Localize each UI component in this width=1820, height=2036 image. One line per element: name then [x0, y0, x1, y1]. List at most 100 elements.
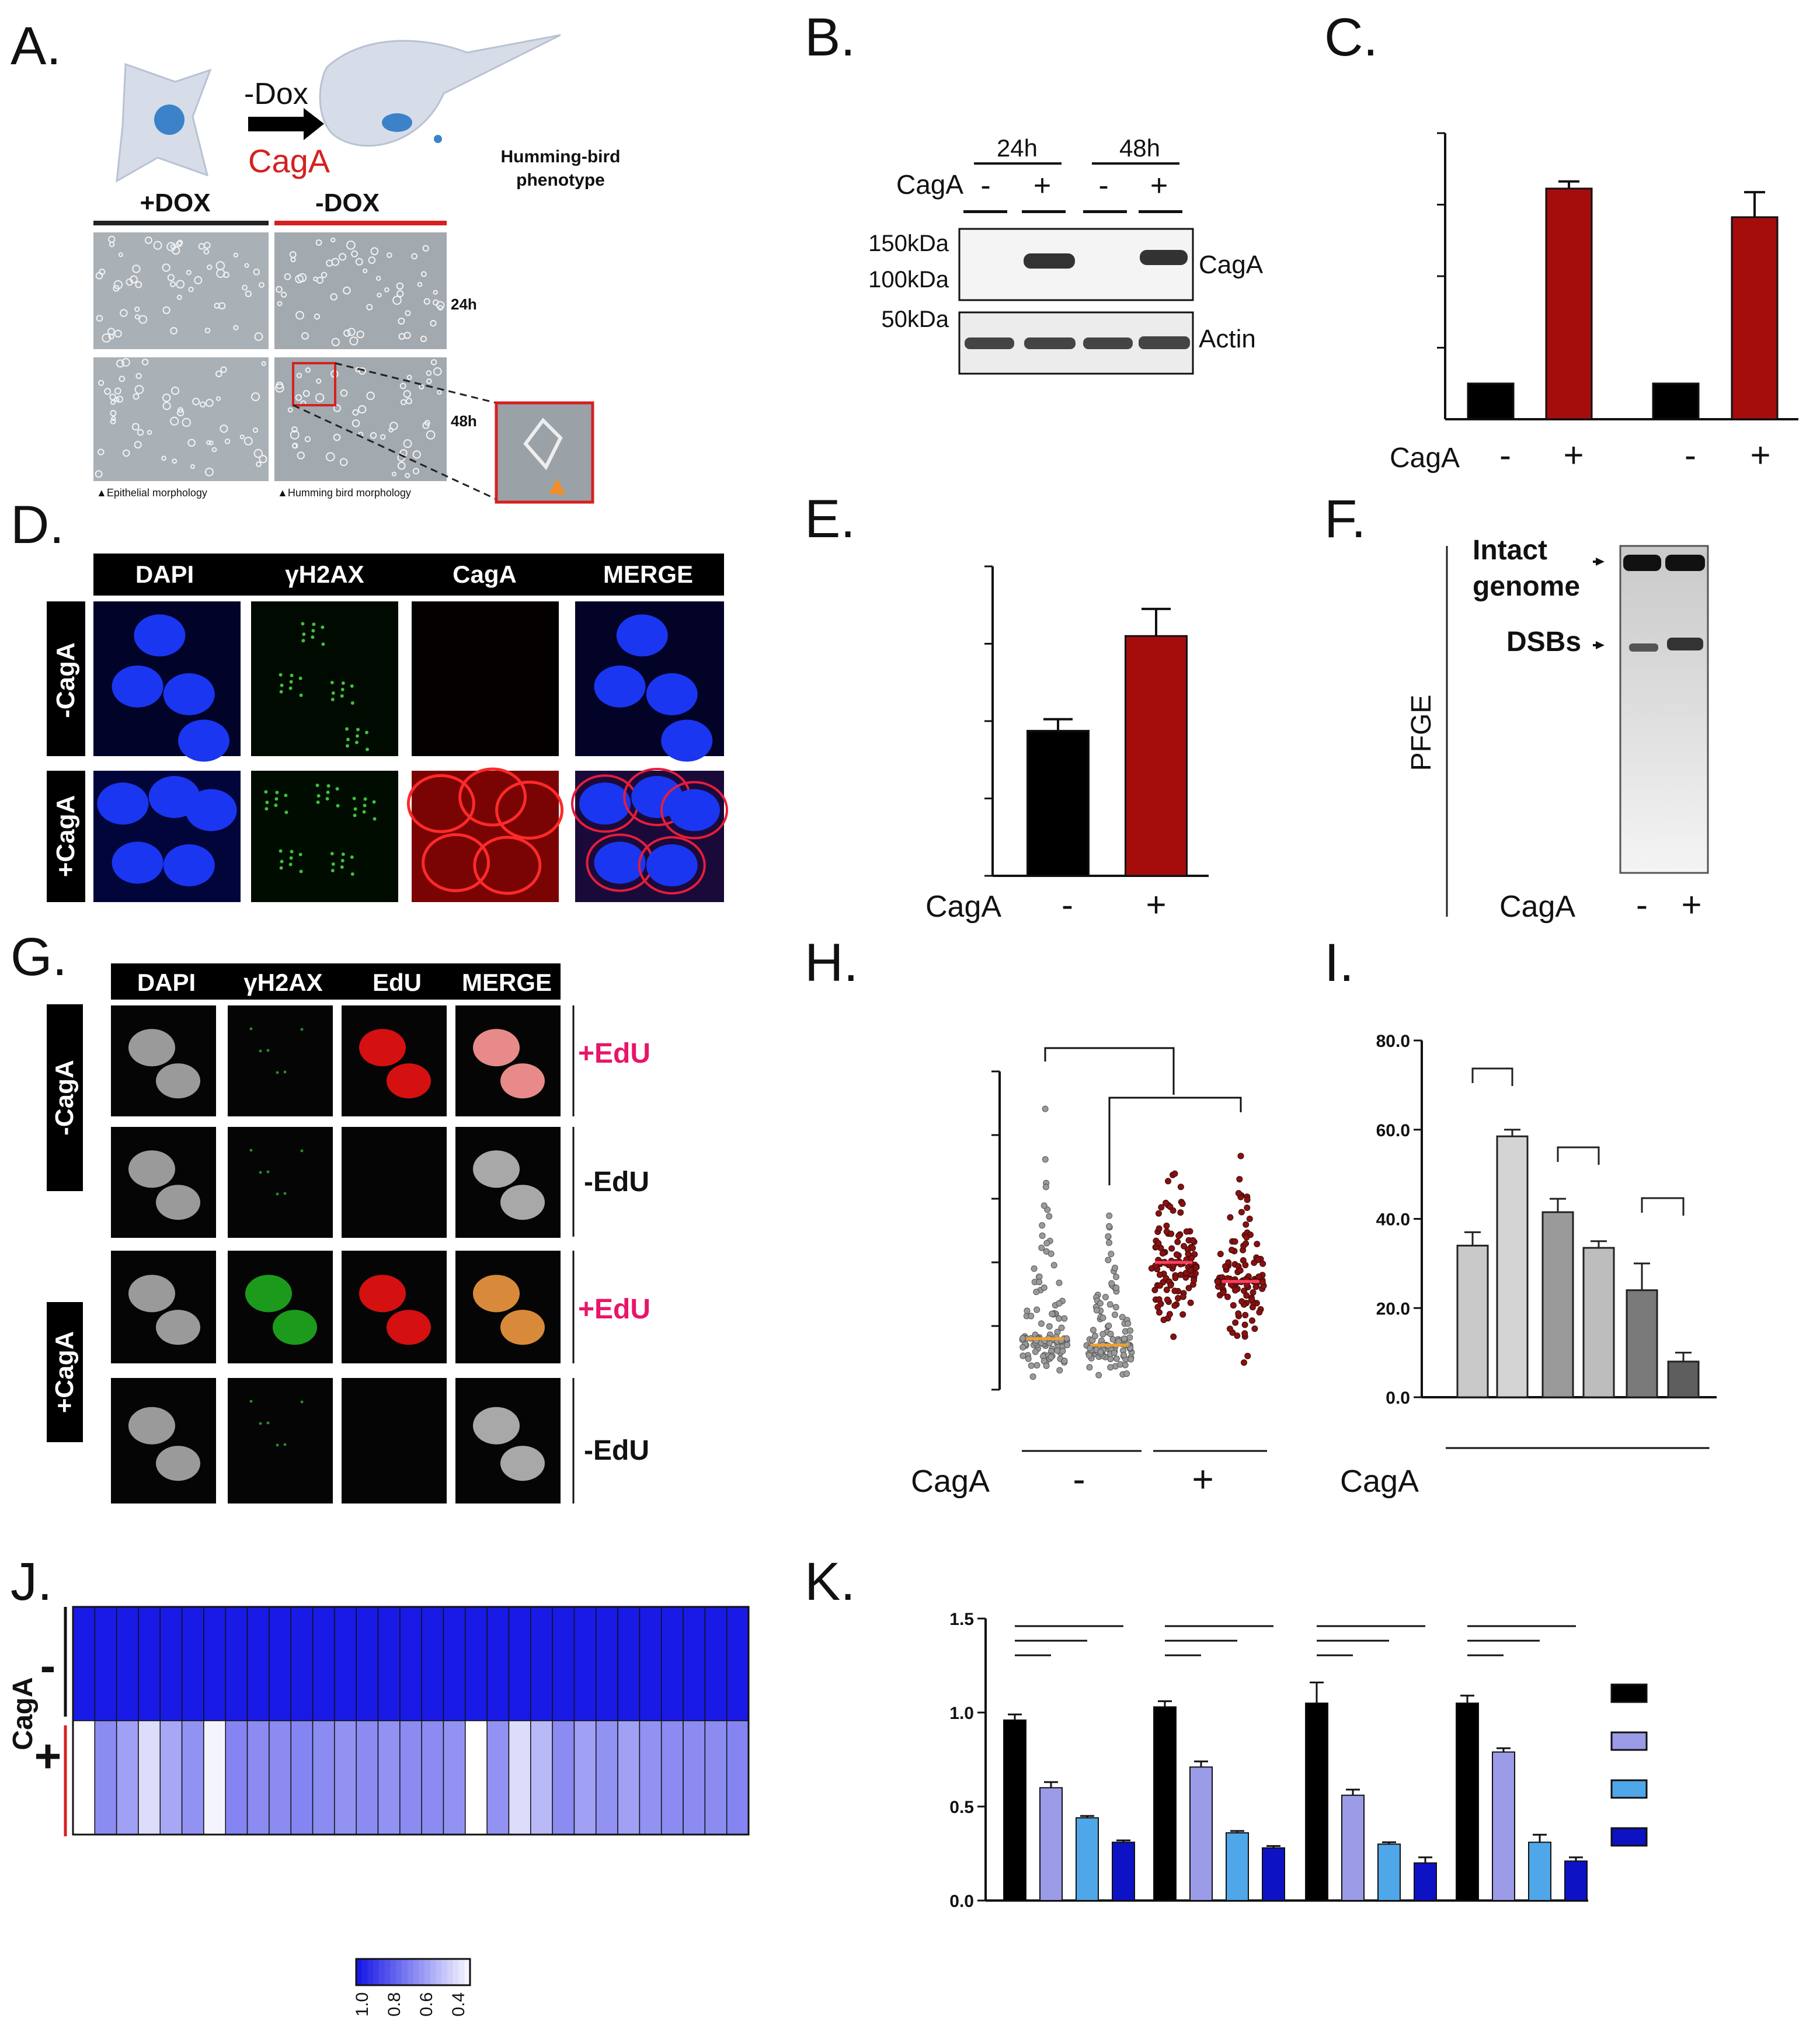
micrograph-cell	[417, 281, 423, 287]
micrograph-cell	[245, 290, 252, 297]
micrograph-cell	[338, 253, 347, 261]
heatmap-group-label: CagA	[8, 1677, 39, 1750]
h2ax-focus	[265, 807, 269, 811]
micrograph-cell	[108, 333, 114, 340]
heatmap-cell	[660, 1720, 684, 1835]
h2ax-focus	[325, 797, 329, 801]
h-point	[1254, 1241, 1261, 1248]
col-plus-dox: +DOX	[140, 189, 210, 217]
micrograph-cell	[400, 399, 407, 405]
g-nucleus	[273, 1310, 317, 1345]
h-point	[1128, 1356, 1135, 1363]
h-point	[1225, 1259, 1232, 1266]
panel-label-c: C.	[1324, 8, 1378, 67]
dsb-label: DSBs	[1506, 627, 1581, 657]
g-nucleus	[128, 1275, 175, 1313]
h2ax-focus	[341, 681, 345, 685]
h-point	[1054, 1347, 1061, 1354]
panel-g-row-plus: +CagA	[50, 1331, 79, 1414]
phenotype-label-2: phenotype	[516, 170, 605, 190]
micrograph-cell	[370, 432, 377, 439]
heatmap-cell	[617, 1720, 641, 1835]
h-point	[1232, 1287, 1239, 1294]
panel-d-col-merge: MERGE	[603, 561, 693, 588]
micrograph-cell	[138, 315, 148, 324]
panel-g-image	[228, 1378, 333, 1503]
cagA-membrane	[422, 833, 490, 892]
micrograph-cell	[102, 333, 112, 343]
heatmap-cell	[269, 1606, 291, 1721]
h-bracket-1	[1044, 1047, 1175, 1095]
micrograph-cell	[176, 294, 182, 300]
heatmap-cell	[312, 1606, 335, 1721]
h-point	[1086, 1364, 1093, 1371]
k-bar	[1039, 1787, 1063, 1902]
micrograph-cell	[256, 461, 262, 468]
heatmap-cell	[334, 1606, 357, 1721]
g-nucleus	[359, 1029, 406, 1067]
merge-membrane	[638, 836, 706, 895]
micrograph-cell	[96, 315, 103, 322]
h-point	[1033, 1362, 1041, 1369]
g-nucleus	[128, 1407, 175, 1445]
h2ax-focus	[316, 801, 320, 804]
micrograph-cell	[135, 281, 142, 288]
micrograph-cell	[314, 313, 321, 320]
micrograph-cell	[170, 416, 179, 426]
g-h2ax-focus	[283, 1443, 287, 1446]
g-h2ax-focus	[276, 1192, 279, 1196]
chart-k: 0.0 0.5 1.0 1.5	[949, 1610, 1648, 1911]
micrograph-cell	[114, 387, 121, 395]
h-point	[1105, 1322, 1112, 1330]
micrograph-cell	[333, 433, 341, 441]
h-point	[1095, 1372, 1102, 1379]
i-y-tick-label: 0.0	[1386, 1388, 1410, 1408]
g-h2ax-focus	[259, 1171, 262, 1174]
panel-g-image	[228, 1127, 333, 1238]
micrograph-cell	[109, 241, 115, 248]
h-point	[1236, 1176, 1243, 1183]
micrograph-cell	[276, 286, 283, 293]
panel-label-k: K.	[805, 1552, 855, 1612]
h-point	[1042, 1184, 1049, 1191]
h2ax-focus	[350, 701, 354, 705]
heatmap-cell	[508, 1720, 531, 1835]
intact-arrow-icon	[1596, 558, 1605, 566]
h-point	[1215, 1278, 1222, 1285]
h-point	[1028, 1313, 1035, 1320]
h-point	[1179, 1311, 1186, 1318]
i-bracket	[1471, 1067, 1513, 1086]
g-nucleus	[128, 1029, 175, 1067]
g-h2ax-focus	[266, 1049, 270, 1052]
h-point	[1108, 1251, 1115, 1258]
k-legend-swatch	[1610, 1827, 1648, 1847]
micrograph-cell	[110, 410, 117, 417]
h2ax-focus	[288, 862, 293, 866]
h-point	[1049, 1310, 1056, 1317]
k-legend-swatch	[1610, 1779, 1648, 1799]
heatmap-cell	[72, 1606, 96, 1721]
h-point	[1120, 1335, 1128, 1342]
edu-label-3: +EdU	[578, 1294, 650, 1325]
micrograph-cell	[233, 252, 239, 258]
colorbar-segment	[419, 1959, 425, 1985]
h2ax-focus	[350, 684, 354, 688]
micrograph-cell	[316, 378, 322, 384]
micrograph-cell	[188, 286, 194, 293]
k-bar	[1076, 1817, 1099, 1902]
colorbar-tick-label: 0.6	[417, 1992, 436, 2017]
h2ax-focus	[274, 803, 278, 808]
micrograph-cell	[419, 384, 424, 390]
k-legend-swatch	[1610, 1731, 1648, 1751]
nucleus-shape	[661, 719, 713, 762]
micrograph-cell	[176, 241, 183, 248]
nucleus-shape	[646, 844, 698, 886]
chart-c	[1437, 132, 1798, 420]
colorbar-segment	[361, 1959, 368, 1985]
h-point	[1163, 1199, 1170, 1206]
chart-i-x-label: CagA	[1340, 1464, 1419, 1499]
h-point	[1235, 1310, 1242, 1317]
colorbar-segment	[407, 1959, 414, 1985]
panel-g-image	[342, 1127, 447, 1238]
micrograph-cell	[208, 440, 214, 446]
